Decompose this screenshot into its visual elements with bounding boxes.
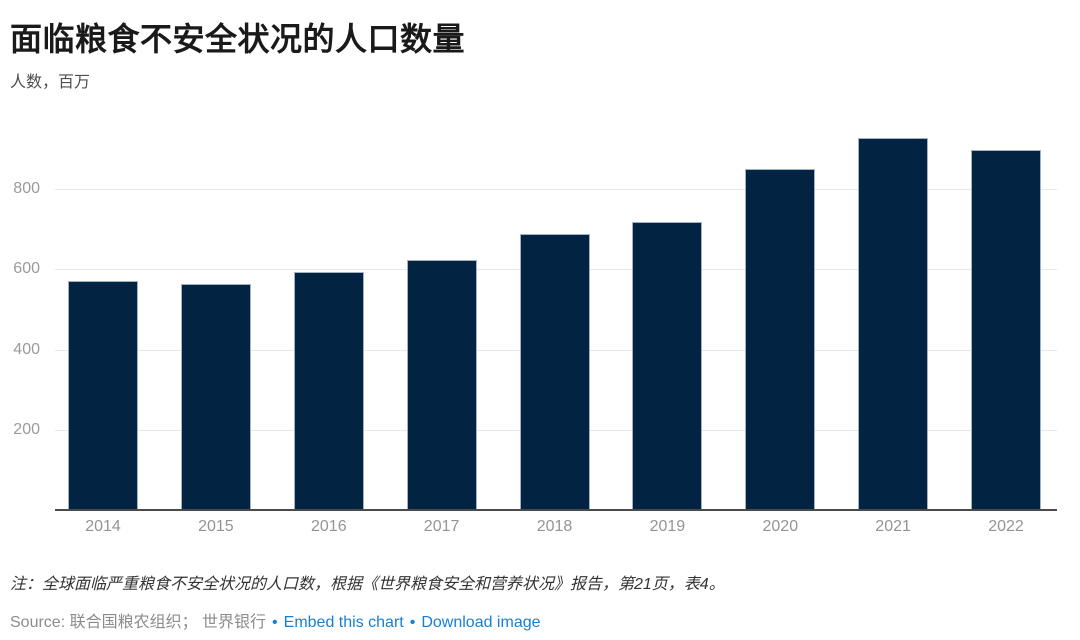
x-axis-label: 2015 (198, 518, 234, 535)
bar-2022[interactable] (971, 150, 1041, 510)
source-organizations: 联合国粮农组织； 世界银行 (69, 614, 267, 631)
y-axis-label: 800 (13, 180, 40, 197)
bar-2018[interactable] (519, 234, 590, 510)
bullet-separator: • (409, 614, 416, 631)
bar-2021[interactable] (858, 138, 929, 510)
x-axis-label: 2019 (649, 518, 686, 535)
y-axis-label: 600 (13, 260, 40, 278)
chart-title: 面临粮食不安全状况的人口数量 (10, 21, 466, 57)
gridline (55, 189, 1057, 190)
bar-2015[interactable] (180, 284, 251, 510)
bar-2014[interactable] (68, 281, 138, 510)
chart-footnote: 注：全球面临严重粮食不安全状况的人口数，根据《世界粮食安全和营养状况》报告，第2… (10, 576, 725, 593)
download-image-link[interactable]: Download image (421, 614, 541, 631)
y-axis-label: 200 (13, 420, 40, 438)
bar-2016[interactable] (293, 272, 364, 510)
bar-2019[interactable] (632, 222, 703, 510)
x-axis-label: 2020 (762, 518, 799, 535)
x-axis-label: 2022 (988, 518, 1024, 535)
x-axis-line (55, 509, 1057, 511)
y-axis-label: 400 (13, 340, 40, 358)
embed-chart-link[interactable]: Embed this chart (283, 614, 404, 631)
x-axis-label: 2021 (875, 518, 911, 535)
source-line: Source: 联合国粮农组织； 世界银行 • Embed this chart • D… (10, 608, 541, 632)
x-axis-label: 2017 (423, 518, 460, 535)
bar-2017[interactable] (406, 260, 477, 510)
chart-subtitle: 人数，百万 (10, 74, 91, 91)
bullet-separator: • (272, 614, 278, 631)
x-axis-label: 2014 (85, 518, 121, 535)
x-axis-label: 2018 (536, 518, 573, 535)
source-label: Source: (10, 614, 66, 631)
x-axis-label: 2016 (311, 518, 347, 535)
bar-2020[interactable] (745, 169, 816, 510)
